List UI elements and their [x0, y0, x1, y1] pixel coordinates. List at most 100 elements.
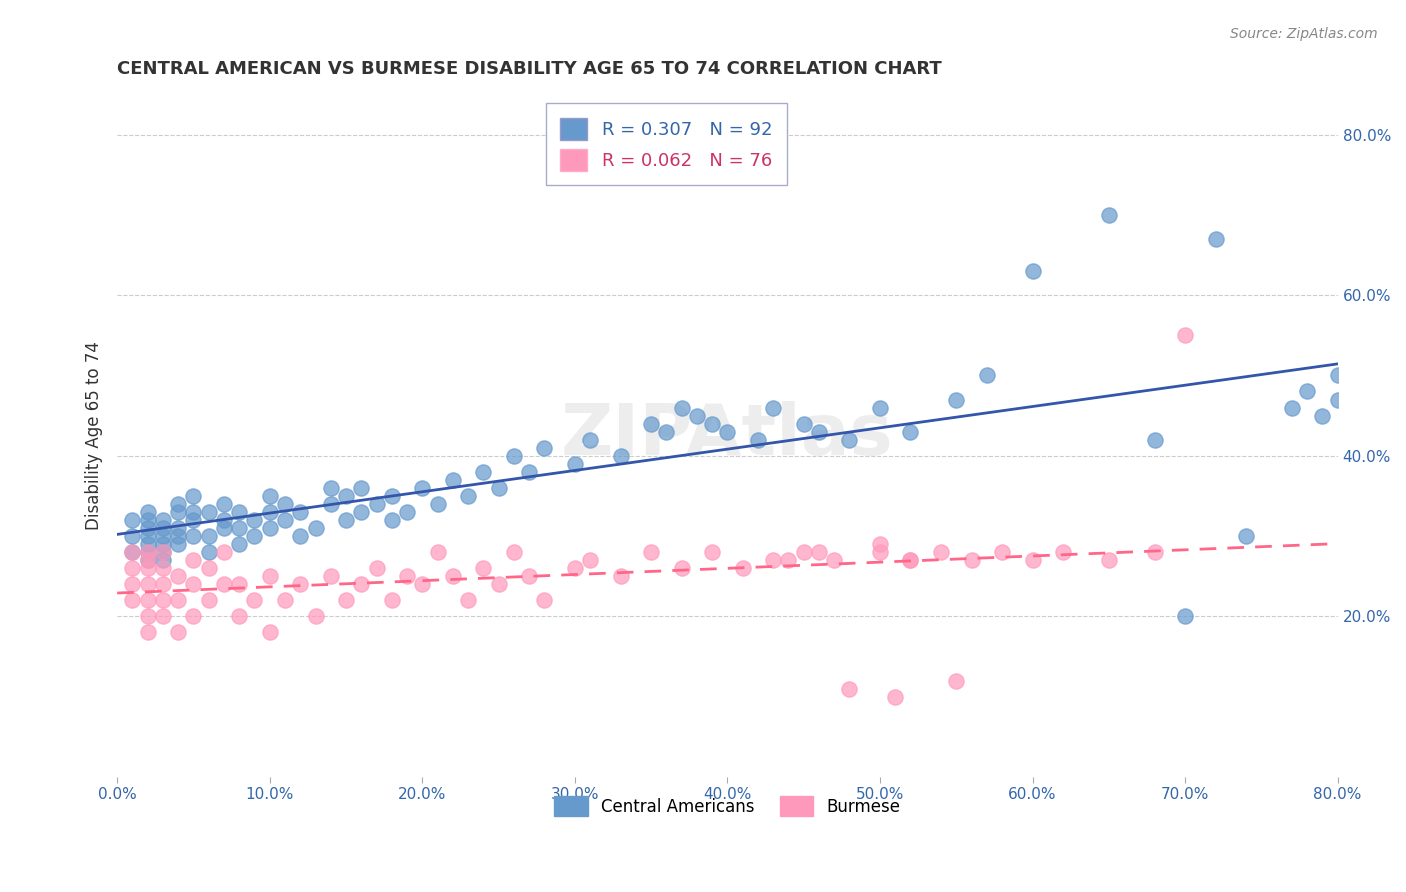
Point — [869, 401, 891, 415]
Point — [1174, 328, 1197, 343]
Point — [1021, 553, 1043, 567]
Point — [121, 545, 143, 559]
Point — [183, 489, 205, 503]
Point — [167, 521, 190, 535]
Point — [778, 553, 800, 567]
Point — [197, 593, 219, 607]
Point — [121, 561, 143, 575]
Point — [640, 545, 662, 559]
Point — [228, 505, 250, 519]
Point — [136, 553, 159, 567]
Point — [838, 433, 860, 447]
Point — [136, 513, 159, 527]
Point — [167, 593, 190, 607]
Point — [1281, 401, 1303, 415]
Point — [793, 417, 815, 431]
Point — [290, 505, 312, 519]
Point — [228, 609, 250, 624]
Point — [488, 577, 510, 591]
Point — [702, 417, 724, 431]
Point — [197, 545, 219, 559]
Point — [167, 505, 190, 519]
Point — [259, 521, 281, 535]
Point — [929, 545, 952, 559]
Point — [381, 593, 404, 607]
Point — [366, 497, 388, 511]
Point — [212, 545, 235, 559]
Point — [1234, 529, 1257, 543]
Point — [1143, 545, 1166, 559]
Point — [121, 513, 143, 527]
Point — [136, 545, 159, 559]
Point — [121, 545, 143, 559]
Point — [517, 465, 540, 479]
Point — [183, 577, 205, 591]
Point — [381, 489, 404, 503]
Point — [335, 513, 357, 527]
Point — [945, 392, 967, 407]
Point — [579, 433, 602, 447]
Point — [212, 521, 235, 535]
Point — [152, 513, 174, 527]
Point — [411, 481, 433, 495]
Point — [441, 569, 464, 583]
Point — [136, 577, 159, 591]
Point — [350, 577, 373, 591]
Point — [609, 449, 631, 463]
Point — [396, 505, 419, 519]
Point — [976, 368, 998, 383]
Point — [579, 553, 602, 567]
Point — [183, 609, 205, 624]
Point — [716, 425, 738, 439]
Point — [136, 537, 159, 551]
Point — [152, 521, 174, 535]
Point — [869, 545, 891, 559]
Point — [807, 425, 830, 439]
Point — [212, 577, 235, 591]
Point — [517, 569, 540, 583]
Point — [609, 569, 631, 583]
Point — [702, 545, 724, 559]
Point — [991, 545, 1014, 559]
Point — [319, 497, 342, 511]
Point — [290, 577, 312, 591]
Point — [1312, 409, 1334, 423]
Point — [838, 681, 860, 696]
Point — [274, 497, 297, 511]
Point — [136, 521, 159, 535]
Point — [197, 505, 219, 519]
Point — [350, 481, 373, 495]
Point — [457, 489, 479, 503]
Point — [319, 569, 342, 583]
Point — [259, 625, 281, 640]
Point — [183, 505, 205, 519]
Point — [121, 529, 143, 543]
Point — [686, 409, 709, 423]
Point — [183, 553, 205, 567]
Point — [136, 505, 159, 519]
Point — [488, 481, 510, 495]
Point — [335, 593, 357, 607]
Point — [152, 553, 174, 567]
Point — [243, 513, 266, 527]
Point — [167, 625, 190, 640]
Text: CENTRAL AMERICAN VS BURMESE DISABILITY AGE 65 TO 74 CORRELATION CHART: CENTRAL AMERICAN VS BURMESE DISABILITY A… — [117, 60, 942, 78]
Point — [259, 569, 281, 583]
Point — [564, 561, 586, 575]
Point — [274, 593, 297, 607]
Point — [381, 513, 404, 527]
Point — [472, 465, 495, 479]
Point — [900, 553, 922, 567]
Point — [259, 505, 281, 519]
Point — [807, 545, 830, 559]
Y-axis label: Disability Age 65 to 74: Disability Age 65 to 74 — [86, 342, 103, 530]
Point — [1296, 384, 1319, 399]
Point — [1205, 232, 1227, 246]
Point — [136, 593, 159, 607]
Point — [290, 529, 312, 543]
Legend: Central Americans, Burmese: Central Americans, Burmese — [548, 789, 907, 823]
Point — [426, 497, 449, 511]
Point — [762, 401, 785, 415]
Point — [319, 481, 342, 495]
Point — [304, 521, 326, 535]
